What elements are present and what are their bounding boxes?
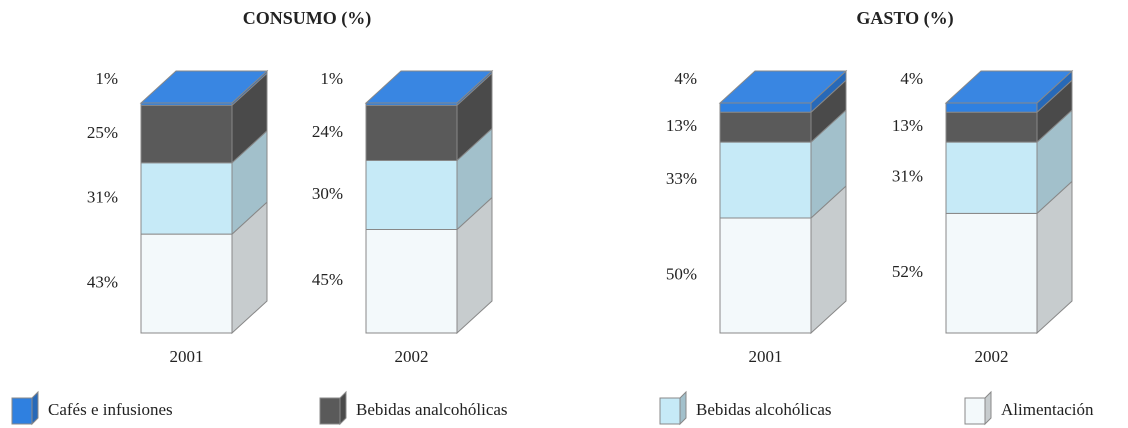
value-label: 4% (900, 69, 923, 88)
value-label: 13% (666, 116, 697, 135)
legend-swatch (11, 390, 39, 426)
legend-box (964, 397, 986, 425)
legend-label: Bebidas alcohólicas (696, 400, 832, 419)
bar-segment (719, 108, 847, 220)
legend-label: Bebidas analcohólicas (356, 400, 508, 419)
x-tick-label: 2002 (975, 347, 1009, 366)
bar-front (140, 104, 233, 164)
value-label: 30% (312, 184, 343, 203)
bar-front (945, 111, 1038, 143)
legend-box-side (984, 390, 992, 426)
bar-segment (365, 72, 493, 162)
value-label: 52% (892, 262, 923, 281)
value-label: 1% (320, 69, 343, 88)
bar-segment (944, 69, 1074, 114)
legend-swatch (319, 390, 347, 426)
bar-front (719, 111, 812, 143)
bar-front (719, 217, 812, 334)
legend-box (11, 397, 33, 425)
bar-top (364, 70, 494, 104)
legend-box-side (31, 390, 39, 426)
bar-segment (719, 184, 847, 335)
bar-front (945, 212, 1038, 334)
bar-front (945, 141, 1038, 214)
value-label: 24% (312, 122, 343, 141)
bar-front (365, 104, 458, 162)
chart-title: GASTO (%) (856, 8, 953, 29)
x-tick-label: 2001 (170, 347, 204, 366)
x-tick-label: 2001 (749, 347, 783, 366)
bar-top (944, 70, 1074, 104)
bar-top (718, 70, 848, 104)
legend-label: Alimentación (1001, 400, 1094, 419)
value-label: 1% (95, 69, 118, 88)
bar-front (140, 233, 233, 334)
bar-segment (945, 180, 1073, 335)
bar-front (945, 102, 1038, 113)
bar-front (719, 141, 812, 219)
bar-segment (945, 108, 1073, 215)
bar-segment (365, 127, 493, 231)
legend-box (319, 397, 341, 425)
legend-swatch (964, 390, 992, 426)
value-label: 33% (666, 169, 697, 188)
legend-box-side (339, 390, 347, 426)
value-label: 25% (87, 123, 118, 142)
x-tick-label: 2002 (395, 347, 429, 366)
bar-segment (718, 69, 848, 114)
bar-segment (140, 200, 268, 335)
chart-title: CONSUMO (%) (243, 8, 372, 29)
bar-front (365, 229, 458, 334)
value-label: 31% (87, 187, 118, 206)
bar-segment (140, 72, 268, 164)
bar-segment (139, 69, 269, 107)
bar-front (719, 102, 812, 113)
bar-front (140, 162, 233, 235)
bar-segment (365, 196, 493, 335)
value-label: 50% (666, 264, 697, 283)
value-label: 31% (892, 167, 923, 186)
value-label: 4% (674, 69, 697, 88)
legend-swatch (659, 390, 687, 426)
legend-box-side (679, 390, 687, 426)
legend-label: Cafés e infusiones (48, 400, 173, 419)
bar-segment (364, 69, 494, 107)
bar-segment (945, 79, 1073, 144)
bar-front (365, 160, 458, 230)
value-label: 13% (892, 116, 923, 135)
value-label: 45% (312, 270, 343, 289)
value-label: 43% (87, 272, 118, 291)
legend-box (659, 397, 681, 425)
bar-top (139, 70, 269, 104)
bar-segment (719, 79, 847, 144)
